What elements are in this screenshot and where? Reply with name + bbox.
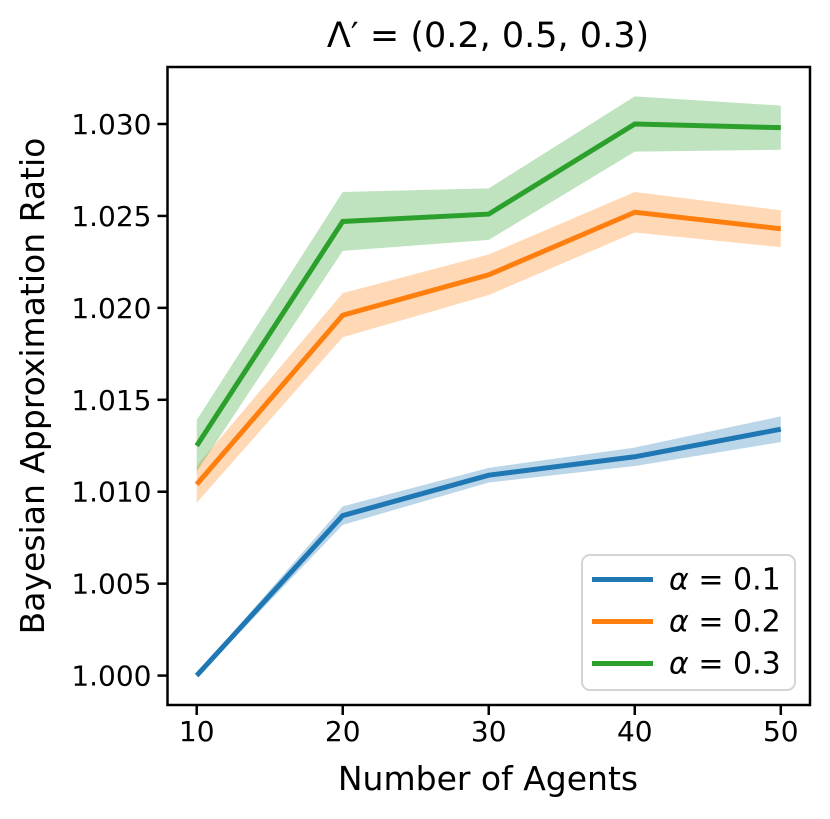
- legend-box: [581, 554, 796, 691]
- plot-border: [166, 65, 812, 707]
- legend-label-1: α = 0.2: [669, 605, 781, 640]
- y-tick-label: 1.025: [71, 200, 151, 233]
- confidence-band-series-2: [196, 96, 781, 472]
- x-tick-label: 40: [617, 715, 653, 748]
- series-line-2: [194, 121, 781, 448]
- x-tick-label: 20: [325, 715, 361, 748]
- x-tick-label: 50: [763, 715, 799, 748]
- legend-label-2: α = 0.3: [669, 647, 781, 682]
- chart-title: Λ′ = (0.2, 0.5, 0.3): [327, 16, 649, 56]
- y-axis-label: Bayesian Approximation Ratio: [13, 138, 52, 635]
- y-tick-label: 1.010: [71, 476, 151, 509]
- y-tick-label: 1.015: [71, 384, 151, 417]
- x-axis-label: Number of Agents: [338, 759, 638, 798]
- x-tick-label: 30: [471, 715, 507, 748]
- x-tick-label: 10: [179, 715, 215, 748]
- series-line-1: [194, 209, 782, 486]
- y-tick-label: 1.000: [71, 660, 151, 693]
- y-tick-label: 1.030: [71, 108, 151, 141]
- y-tick-label: 1.005: [71, 568, 151, 601]
- series-line-0: [194, 426, 782, 678]
- legend-label-0: α = 0.1: [669, 563, 781, 598]
- y-tick-label: 1.020: [71, 292, 151, 325]
